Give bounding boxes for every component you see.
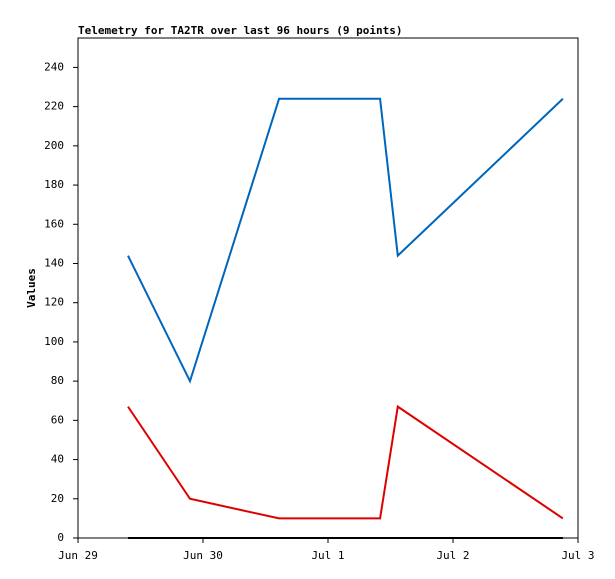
x-tick-label: Jul 3: [561, 549, 594, 562]
y-axis-label: Values: [25, 268, 38, 308]
y-tick-label: 240: [44, 60, 64, 73]
y-tick-label: 140: [44, 256, 64, 269]
y-tick-label: 60: [51, 413, 64, 426]
x-tick-label: Jun 29: [58, 549, 98, 562]
data-line: [127, 404, 564, 520]
x-tick-label: Jul 2: [436, 549, 469, 562]
x-tick-label: Jul 1: [311, 549, 344, 562]
chart-title: Telemetry for TA2TR over last 96 hours (…: [78, 24, 403, 37]
y-tick-label: 200: [44, 139, 64, 152]
y-tick-label: 40: [51, 453, 64, 466]
x-tick-label: Jun 30: [183, 549, 223, 562]
plot-frame: [77, 37, 579, 539]
y-tick-label: 220: [44, 100, 64, 113]
y-tick-label: 80: [51, 374, 64, 387]
data-line: [127, 97, 564, 384]
y-tick-label: 20: [51, 492, 64, 505]
y-tick-label: 160: [44, 217, 64, 230]
y-tick-label: 180: [44, 178, 64, 191]
y-tick-label: 120: [44, 296, 64, 309]
y-tick-label: 0: [57, 531, 64, 544]
y-tick-label: 100: [44, 335, 64, 348]
